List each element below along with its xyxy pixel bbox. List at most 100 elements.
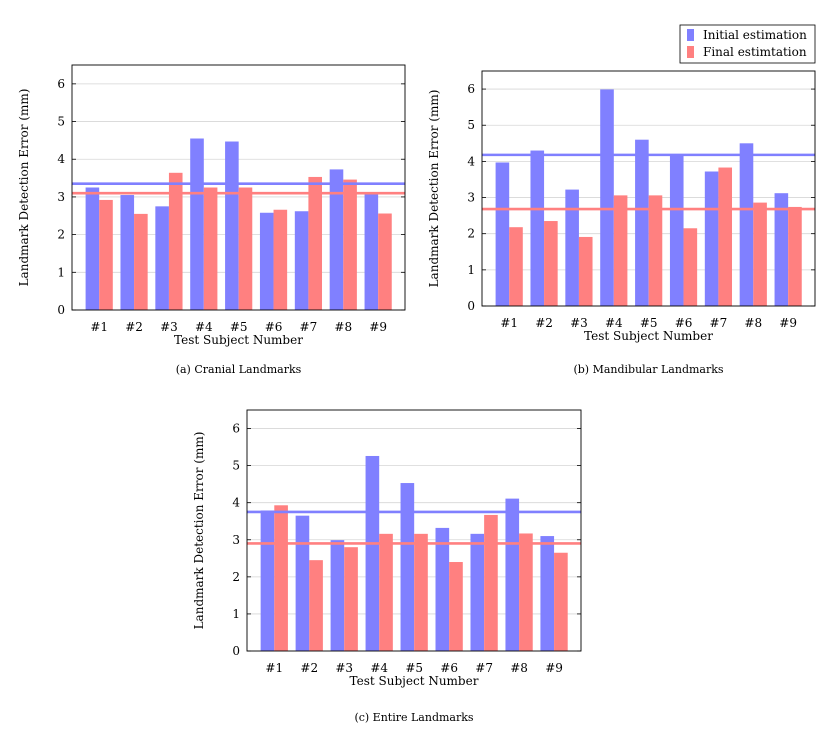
bar-final: [309, 560, 323, 651]
bar-final: [718, 167, 733, 306]
axis-frame: [481, 70, 816, 307]
x-tick-label: #9: [779, 316, 797, 330]
bar-initial: [774, 193, 789, 306]
legend-box: [679, 24, 816, 64]
y-tick-label: 6: [57, 77, 65, 91]
bar-final: [238, 187, 253, 310]
bar-initial: [495, 162, 510, 306]
bar-final: [343, 179, 357, 310]
x-tick-label: #7: [300, 320, 318, 334]
panel-entire: 0 1 2 3 4 5 6 #1 #2 #3 #4 #5 #6 #7 #8 #9 Test Subject Nu…: [192, 409, 582, 724]
y-tick-label: 3: [467, 191, 475, 205]
bar-initial: [365, 455, 380, 651]
y-tick-label: 2: [467, 227, 475, 241]
y-tick-label: 5: [467, 118, 475, 132]
bar-initial: [259, 212, 274, 310]
panel-mandibular: 0 1 2 3 4 5 6 #1 #2 #3 #4 #5 #6 #7 #8 #9 Test Subject Nu…: [427, 70, 816, 376]
bar-final: [203, 187, 218, 310]
x-tick-label: #2: [300, 661, 318, 675]
x-tick-label: #4: [605, 316, 623, 330]
y-tick-label: 1: [57, 265, 65, 279]
bar-initial: [635, 139, 649, 306]
x-axis-title: Test Subject Number: [174, 333, 303, 347]
legend-swatch-final: [687, 46, 694, 58]
bar-initial: [470, 533, 485, 651]
x-tick-label: #8: [334, 320, 352, 334]
x-tick-label: #5: [640, 316, 658, 330]
x-tick-label: #1: [265, 661, 283, 675]
x-tick-label: #5: [230, 320, 248, 334]
y-tick-label: 2: [232, 570, 240, 584]
y-tick-label: 6: [467, 82, 475, 96]
panel-caption: (b) Mandibular Landmarks: [573, 363, 723, 376]
x-tick-label: #8: [510, 661, 528, 675]
bar-final: [274, 505, 288, 651]
y-tick-label: 3: [57, 190, 65, 204]
y-tick-label: 4: [467, 154, 475, 168]
bar-final: [648, 195, 663, 306]
bar-initial: [260, 510, 275, 651]
y-tick-label: 4: [57, 152, 65, 166]
y-tick-label: 2: [57, 228, 65, 242]
bar-initial: [530, 150, 545, 306]
y-tick-label: 0: [232, 644, 240, 658]
axis-frame: [71, 64, 406, 311]
y-tick-label: 1: [467, 263, 475, 277]
y-tick-label: 3: [232, 533, 240, 547]
y-axis-title: Landmark Detection Error (mm): [427, 90, 441, 288]
x-tick-label: #2: [125, 320, 143, 334]
y-tick-label: 1: [232, 607, 240, 621]
bar-final: [379, 533, 393, 651]
axis-frame: [246, 409, 582, 652]
x-tick-label: #6: [265, 320, 283, 334]
bar-initial: [505, 498, 520, 651]
bar-final: [683, 228, 698, 306]
y-tick-label: 6: [232, 422, 240, 436]
bar-final: [613, 195, 628, 306]
bar-final: [168, 172, 183, 310]
legend-label-initial: Initial estimation: [703, 28, 807, 42]
bar-final: [578, 236, 593, 306]
bar-initial: [540, 536, 555, 651]
bar-final: [134, 213, 148, 310]
y-tick-label: 4: [232, 496, 240, 510]
y-tick-label: 0: [57, 303, 65, 317]
bar-initial: [364, 193, 379, 310]
legend-label-final: Final estimtation: [703, 45, 807, 59]
y-tick-label: 5: [57, 115, 65, 129]
bar-final: [308, 176, 323, 310]
panel-caption: (c) Entire Landmarks: [354, 711, 473, 724]
bar-final: [484, 514, 498, 651]
legend-swatch-initial: [687, 29, 694, 41]
x-tick-label: #6: [675, 316, 693, 330]
bar-initial: [669, 154, 684, 306]
bar-initial: [329, 169, 344, 310]
bar-initial: [330, 540, 345, 651]
bar-final: [519, 533, 533, 651]
x-tick-label: #7: [710, 316, 728, 330]
bar-final: [344, 547, 358, 651]
panel-cranial: 0 1 2 3 4 5 6 #1 #2 #3 #4 #5 #6 #7 #8 #9 Test Subject Nu…: [17, 64, 406, 376]
bar-final: [414, 533, 428, 651]
bar-initial: [225, 141, 239, 310]
x-tick-label: #3: [570, 316, 588, 330]
x-tick-label: #2: [535, 316, 553, 330]
x-tick-label: #9: [545, 661, 563, 675]
bar-initial: [85, 187, 100, 310]
x-tick-label: #1: [500, 316, 518, 330]
bar-initial: [190, 138, 204, 310]
bar-initial: [600, 89, 614, 306]
x-tick-label: #1: [90, 320, 108, 334]
x-axis-title: Test Subject Number: [350, 674, 479, 688]
bar-final: [378, 213, 392, 310]
y-axis-title: Landmark Detection Error (mm): [17, 89, 31, 287]
bar-final: [509, 227, 523, 306]
legend: Initial estimation Final estimtation: [679, 24, 816, 64]
bar-initial: [565, 189, 579, 306]
bar-initial: [400, 483, 415, 651]
x-axis-title: Test Subject Number: [584, 329, 713, 343]
y-tick-label: 5: [232, 459, 240, 473]
x-tick-label: #4: [370, 661, 388, 675]
y-tick-label: 0: [467, 299, 475, 313]
bar-initial: [704, 171, 719, 306]
